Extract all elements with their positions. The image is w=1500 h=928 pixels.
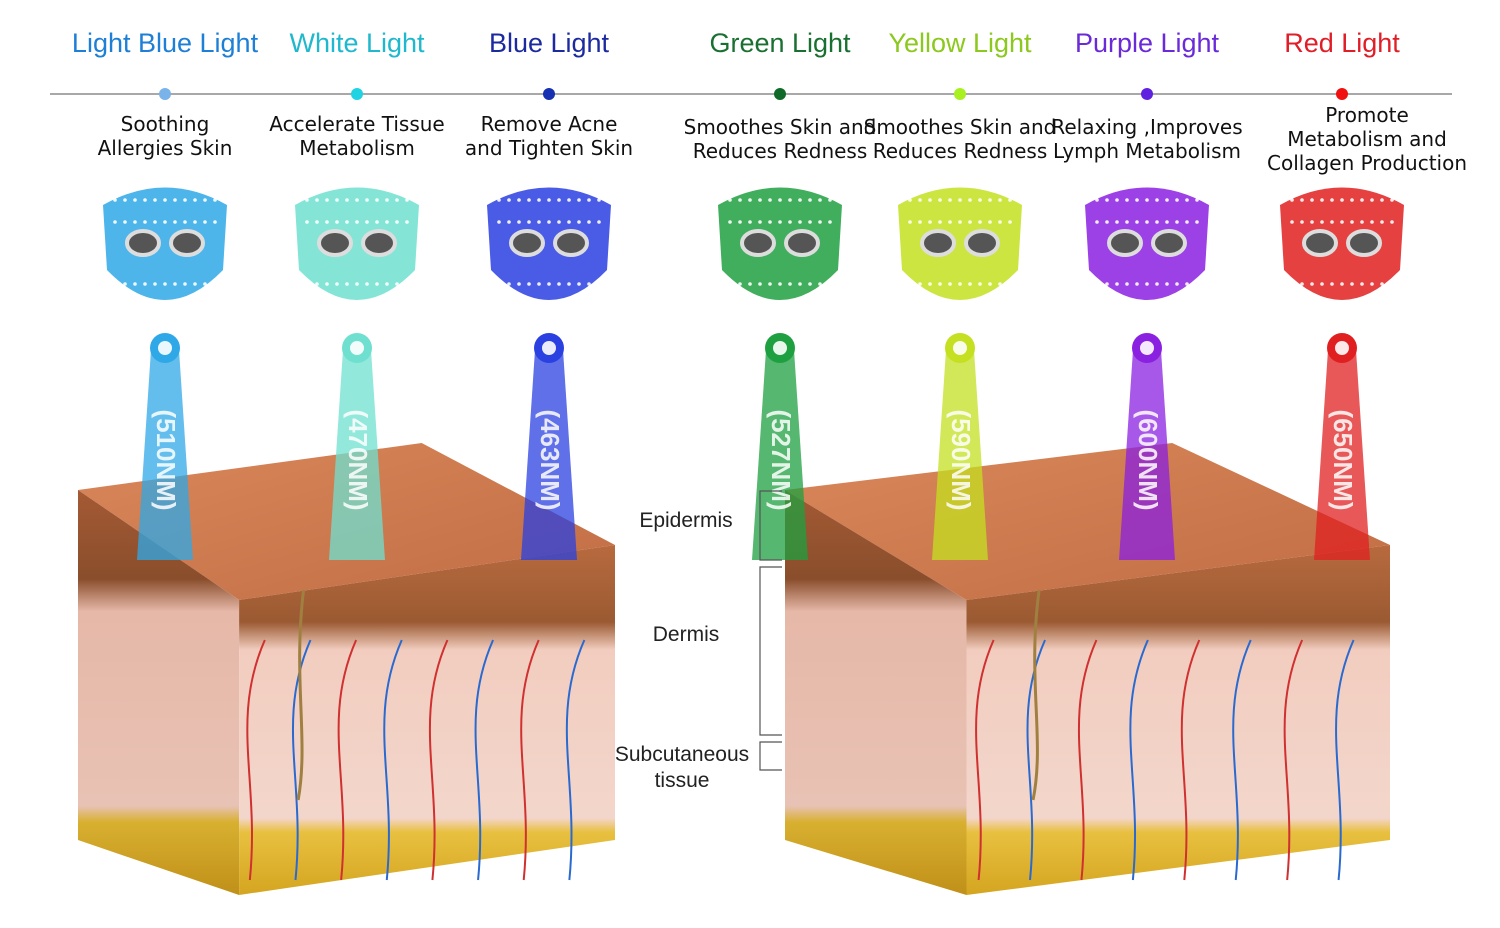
skin-surface xyxy=(785,443,1390,600)
light-benefit: Smoothes Skin and Reduces Redness xyxy=(684,115,877,163)
light-title: Purple Light xyxy=(1074,28,1220,58)
dermis-bracket xyxy=(759,566,782,736)
led-mask-icon xyxy=(718,187,842,308)
light-beam xyxy=(521,350,577,560)
timeline-dot xyxy=(1141,88,1153,100)
blood-vessel xyxy=(520,639,540,881)
benefit-line: and Tighten Skin xyxy=(464,136,634,160)
light-title: Green Light xyxy=(709,28,851,58)
epidermis-label: Epidermis xyxy=(639,509,733,532)
subcutaneous-bracket xyxy=(759,741,782,771)
led-mask-icon xyxy=(1280,187,1404,308)
benefit-line: Soothing xyxy=(120,112,210,136)
epidermis-bracket xyxy=(759,490,782,561)
light-column-yellow-light: (590NM) xyxy=(898,88,1022,560)
blood-vessel xyxy=(1335,639,1355,881)
light-column-blue-light: (463NM) xyxy=(487,88,611,560)
wavelength-label: (470NM) xyxy=(343,409,373,510)
layer-brackets xyxy=(759,490,782,771)
wavelength-label: (590NM) xyxy=(946,409,976,510)
blood-vessel xyxy=(565,639,586,881)
light-beam xyxy=(137,350,193,560)
wavelength-label: (600NM) xyxy=(1133,409,1163,510)
benefit-line: Promote xyxy=(1325,103,1409,127)
led-mask-icon xyxy=(898,187,1022,308)
light-benefit: Remove Acne and Tighten Skin xyxy=(465,112,633,160)
light-beam xyxy=(329,350,385,560)
light-beam xyxy=(752,350,808,560)
timeline-dot xyxy=(774,88,786,100)
benefit-line: Allergies Skin xyxy=(97,136,233,160)
skin-side-face xyxy=(785,490,967,895)
benefit-line: Reduces Redness xyxy=(872,139,1048,163)
light-column-light-blue-light: (510NM) xyxy=(103,88,227,560)
timeline-dot xyxy=(954,88,966,100)
benefit-line: Reduces Redness xyxy=(692,139,868,163)
blood-vessel xyxy=(1180,639,1201,881)
timeline-dot xyxy=(159,88,171,100)
timeline-dot xyxy=(351,88,363,100)
skin-cross-section-block xyxy=(785,443,1390,895)
blood-vessel xyxy=(337,639,358,881)
wavelength-label: (463NM) xyxy=(535,409,565,510)
wavelength-label: (510NM) xyxy=(151,409,181,510)
blood-vessel xyxy=(1077,639,1098,881)
benefit-line: Metabolism and xyxy=(1287,127,1447,151)
hair-follicle xyxy=(1031,589,1041,801)
wavelength-label: (527NM) xyxy=(766,409,796,510)
blood-vessel xyxy=(1232,639,1252,881)
benefit-line: Smoothes Skin and xyxy=(683,115,877,139)
light-column-purple-light: (600NM) xyxy=(1085,88,1209,560)
light-benefit: Accelerate Tissue Metabolism xyxy=(269,112,444,160)
light-column-white-light: (470NM) xyxy=(295,88,419,560)
wavelength-label: (650NM) xyxy=(1328,409,1358,510)
hair-follicle xyxy=(296,589,306,801)
led-mask-icon xyxy=(103,187,227,308)
benefit-line: Remove Acne xyxy=(480,112,618,136)
light-column-red-light: (650NM) xyxy=(1280,88,1404,560)
led-mask-icon xyxy=(487,187,611,308)
blood-vessel xyxy=(1129,639,1149,881)
led-mask-icon xyxy=(1085,187,1209,308)
benefit-line: Metabolism xyxy=(299,136,415,160)
timeline-dot xyxy=(543,88,555,100)
blood-vessel xyxy=(383,639,403,881)
blood-vessel xyxy=(474,639,494,881)
light-beam xyxy=(932,350,988,560)
blood-vessel xyxy=(428,639,449,881)
light-benefit: Smoothes Skin and Reduces Redness xyxy=(864,115,1057,163)
skin-front-face xyxy=(966,545,1390,895)
light-title: Red Light xyxy=(1284,28,1400,58)
light-title: Blue Light xyxy=(488,28,610,58)
benefit-line: Accelerate Tissue xyxy=(269,112,445,136)
light-beam xyxy=(1314,350,1370,560)
benefit-line: Smoothes Skin and xyxy=(863,115,1057,139)
light-title: Yellow Light xyxy=(888,28,1032,58)
subcutaneous-label-line: Subcutaneous xyxy=(614,743,750,766)
subcutaneous-label-line: tissue xyxy=(654,769,710,792)
subcutaneous-label: Subcutaneous tissue xyxy=(615,742,749,794)
benefit-line: Relaxing ,Improves xyxy=(1051,115,1243,139)
dermis-label: Dermis xyxy=(652,623,720,646)
light-column-green-light: (527NM) xyxy=(718,88,842,560)
light-benefit: Soothing Allergies Skin xyxy=(98,112,233,160)
blood-vessel xyxy=(246,639,266,881)
light-benefit: Relaxing ,Improves Lymph Metabolism xyxy=(1051,115,1242,163)
skin-front-face xyxy=(239,545,615,895)
timeline-dot xyxy=(1336,88,1348,100)
benefit-line: Collagen Production xyxy=(1266,151,1468,175)
light-title: Light Blue Light xyxy=(71,28,259,58)
blood-vessel xyxy=(1283,639,1304,881)
benefit-line: Lymph Metabolism xyxy=(1053,139,1241,163)
blood-vessel xyxy=(975,639,995,881)
led-mask-icon xyxy=(295,187,419,308)
skin-side-face xyxy=(78,490,240,895)
light-title: White Light xyxy=(289,28,425,58)
light-beam xyxy=(1119,350,1175,560)
light-benefit: Promote Metabolism and Collagen Production xyxy=(1267,103,1467,175)
